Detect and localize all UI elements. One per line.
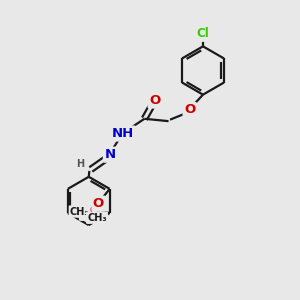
Text: O: O <box>93 197 104 210</box>
Text: N: N <box>104 148 116 161</box>
Text: O: O <box>89 205 100 218</box>
Text: NH: NH <box>112 127 134 140</box>
Text: CH₃: CH₃ <box>70 206 89 217</box>
Text: Cl: Cl <box>80 206 93 220</box>
Text: CH₃: CH₃ <box>87 213 107 223</box>
Text: O: O <box>149 94 160 107</box>
Text: Cl: Cl <box>196 28 209 40</box>
Text: H: H <box>76 159 85 170</box>
Text: O: O <box>184 103 195 116</box>
